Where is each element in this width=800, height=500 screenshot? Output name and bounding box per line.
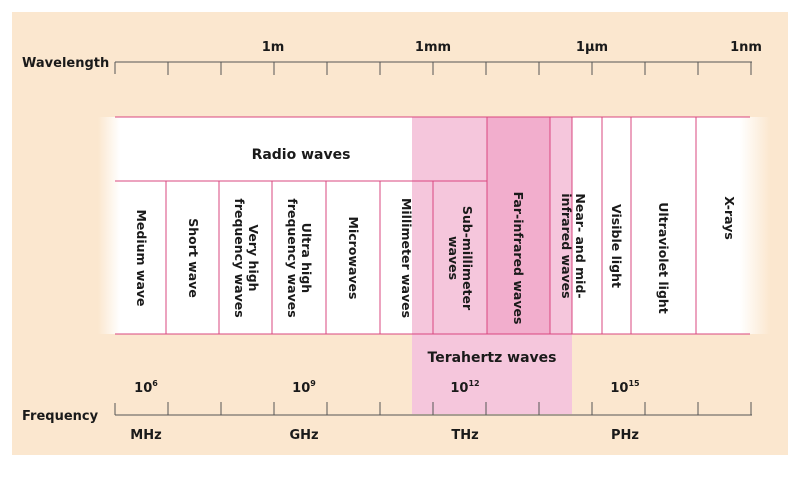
band-label-visible-light: Visible light bbox=[609, 204, 624, 288]
exponent: 6 bbox=[152, 379, 158, 388]
terahertz-waves-label: Terahertz waves bbox=[428, 350, 557, 366]
band-label-microwaves: Microwaves bbox=[346, 217, 361, 300]
band-label-line: frequency waves bbox=[232, 198, 247, 317]
band-label-x-rays: X-rays bbox=[722, 196, 737, 240]
band-label-line: Very high bbox=[246, 224, 261, 291]
band-label-near-mid-infrared: Near- and mid-infrared waves bbox=[559, 193, 588, 298]
band-label-sub-millimeter-waves: Sub-millimeterwaves bbox=[446, 206, 475, 311]
band-label-ultraviolet-light: Ultraviolet light bbox=[656, 202, 671, 314]
band-labels: Medium wave Short wave Very highfrequenc… bbox=[134, 192, 737, 325]
band-label-line: frequency waves bbox=[285, 198, 300, 317]
band-label-line: Ultraviolet light bbox=[656, 202, 671, 314]
frequency-label: Frequency bbox=[22, 409, 99, 424]
frequency-axis: Frequency 106 109 1012 1015 MHz GHz THz … bbox=[22, 379, 752, 443]
band-label-line: waves bbox=[446, 236, 461, 280]
band-label-line: Medium wave bbox=[134, 209, 149, 306]
wavelength-tick-1mm: 1mm bbox=[415, 40, 451, 55]
panel-fade-right bbox=[740, 117, 770, 334]
radio-waves-label: Radio waves bbox=[252, 147, 351, 163]
band-label-line: Near- and mid- bbox=[573, 193, 588, 298]
band-label-line: Short wave bbox=[186, 218, 201, 298]
frequency-unit-ghz: GHz bbox=[289, 428, 318, 443]
exponent: 9 bbox=[310, 379, 316, 388]
band-label-line: Microwaves bbox=[346, 217, 361, 300]
band-label-line: Sub-millimeter bbox=[460, 206, 475, 311]
frequency-unit-phz: PHz bbox=[611, 428, 639, 443]
exponent: 15 bbox=[628, 379, 640, 388]
frequency-minor-ticks bbox=[167, 402, 752, 415]
wavelength-tick-1um: 1µm bbox=[576, 40, 608, 55]
band-label-short-wave: Short wave bbox=[186, 218, 201, 298]
frequency-power-1e9: 109 bbox=[292, 379, 316, 396]
exponent: 12 bbox=[468, 379, 479, 388]
band-label-line: infrared waves bbox=[559, 193, 574, 298]
wavelength-minor-ticks bbox=[167, 62, 752, 75]
band-label-line: X-rays bbox=[722, 196, 737, 240]
frequency-power-1e15: 1015 bbox=[610, 379, 640, 396]
frequency-unit-mhz: MHz bbox=[130, 428, 161, 443]
panel-fade-left bbox=[98, 117, 120, 334]
band-label-line: Visible light bbox=[609, 204, 624, 288]
band-label-very-high-frequency: Very highfrequency waves bbox=[232, 198, 261, 317]
wavelength-axis: Wavelength 1m 1mm 1µm 1nm bbox=[22, 40, 762, 75]
frequency-power-1e12: 1012 bbox=[450, 379, 479, 396]
band-dividers bbox=[165, 117, 697, 334]
wavelength-label: Wavelength bbox=[22, 56, 109, 71]
frequency-power-1e6: 106 bbox=[134, 379, 158, 396]
wavelength-tick-1m: 1m bbox=[262, 40, 285, 55]
band-label-line: Millimeter waves bbox=[399, 198, 414, 318]
wavelength-tick-1nm: 1nm bbox=[730, 40, 762, 55]
band-label-medium-wave: Medium wave bbox=[134, 209, 149, 306]
band-label-ultra-high-frequency: Ultra highfrequency waves bbox=[285, 198, 314, 317]
band-label-line: Ultra high bbox=[299, 223, 314, 293]
band-label-far-infrared-waves: Far-infrared waves bbox=[511, 192, 526, 325]
frequency-unit-thz: THz bbox=[451, 428, 478, 443]
band-label-line: Far-infrared waves bbox=[511, 192, 526, 325]
far-infrared-highlight bbox=[487, 117, 550, 334]
band-label-millimeter-waves: Millimeter waves bbox=[399, 198, 414, 318]
